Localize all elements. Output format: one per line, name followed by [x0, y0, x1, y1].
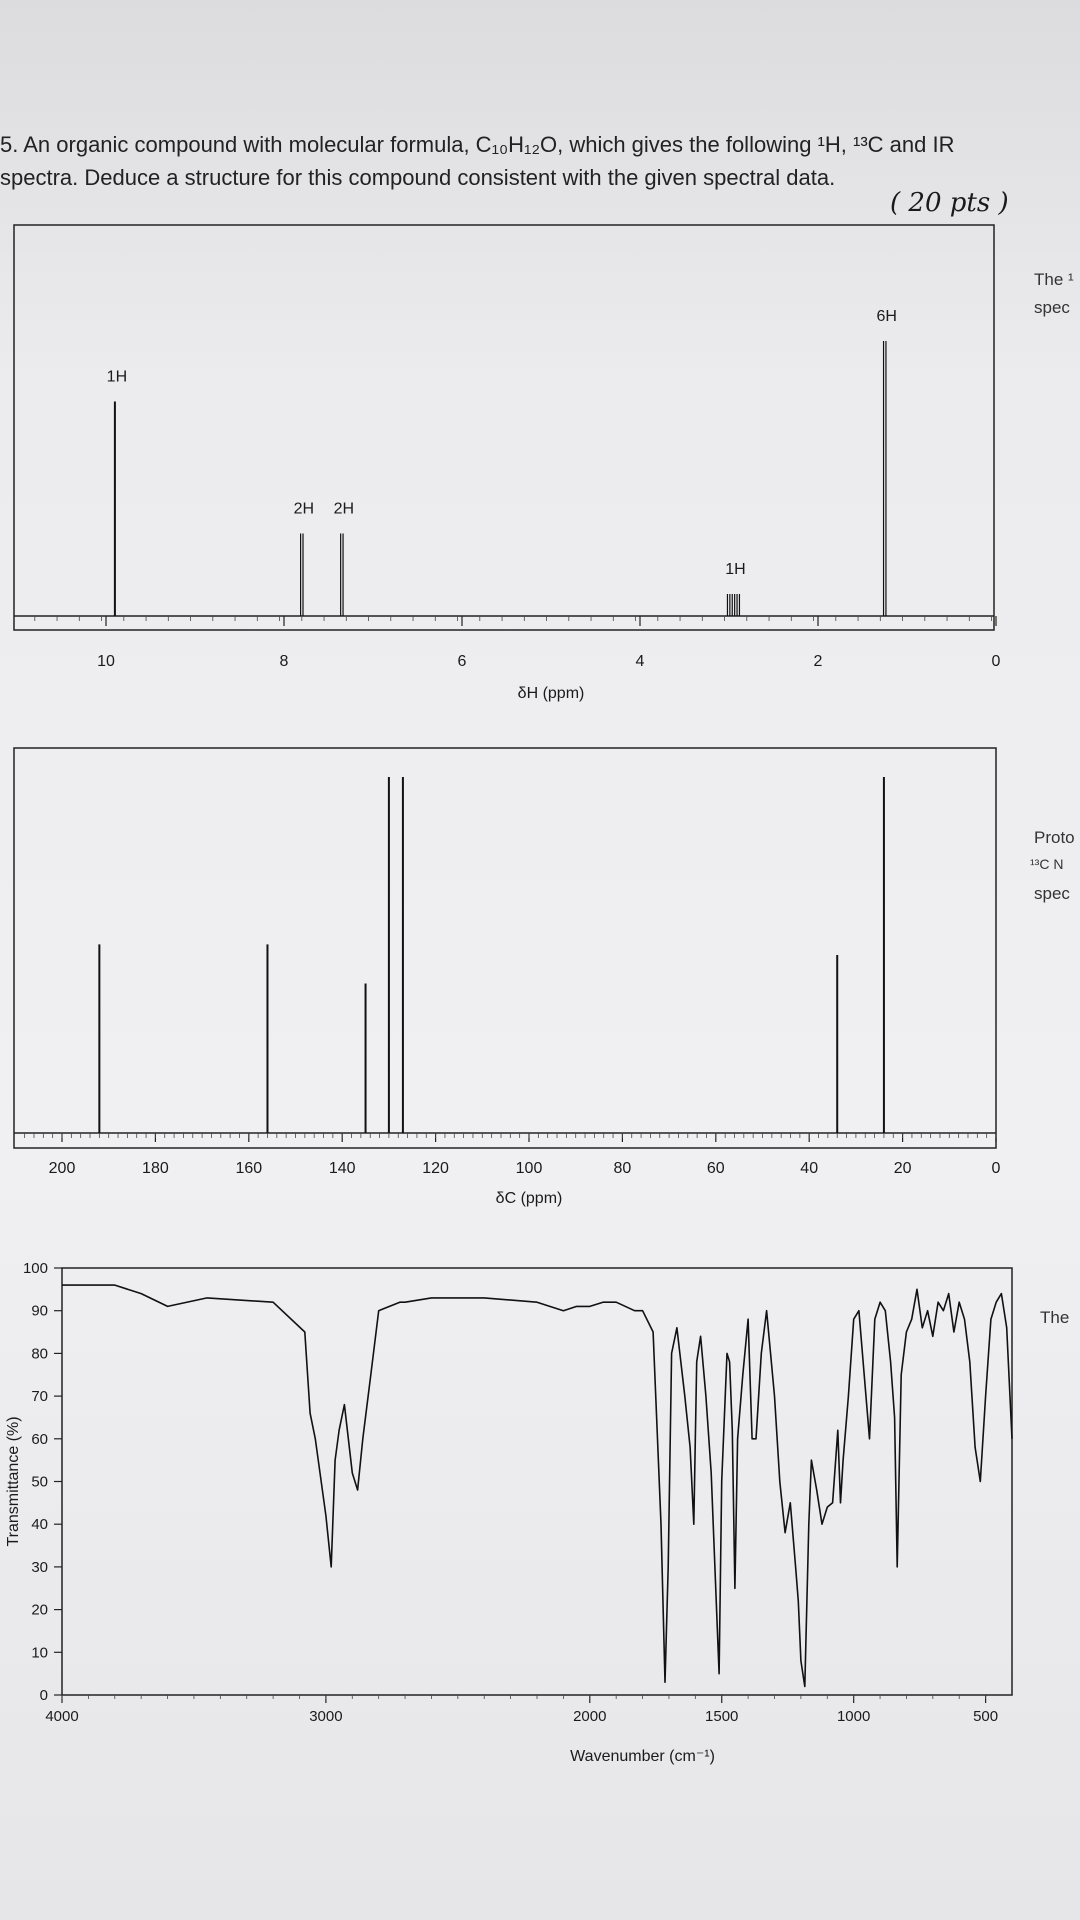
c-nmr-tick-label: 60 — [707, 1160, 725, 1177]
c-nmr-frame — [13, 747, 997, 1149]
question-text: 5. An organic compound with molecular fo… — [0, 128, 1060, 194]
h-nmr-tick-label: 2 — [814, 653, 823, 670]
h-nmr-tick-label: 8 — [280, 653, 289, 670]
c-nmr-tick-label: 200 — [49, 1160, 76, 1177]
ir-y-tick-label: 70 — [31, 1388, 48, 1405]
h-nmr-tick-label: 4 — [636, 653, 645, 670]
ir-y-tick-label: 60 — [31, 1431, 48, 1448]
c-nmr-tick-label: 0 — [992, 1160, 1001, 1177]
ir-spectrum-line — [62, 1284, 1013, 1688]
ir-y-tick-label: 10 — [31, 1644, 48, 1661]
ir-x-tick-label: 4000 — [45, 1708, 78, 1725]
side-note-c2: ¹³C N — [1030, 856, 1064, 872]
h-nmr-tick-label: 10 — [97, 653, 115, 670]
c-nmr-tick-label: 40 — [800, 1160, 818, 1177]
c-nmr-x-label: δC (ppm) — [496, 1190, 563, 1207]
ir-x-label: Wavenumber (cm⁻¹) — [570, 1748, 715, 1765]
h-nmr-peak-label: 1H — [107, 369, 127, 386]
h-nmr-peak-label: 2H — [334, 501, 354, 518]
side-note-c1: Proto — [1034, 828, 1075, 847]
c-nmr-tick-label: 160 — [235, 1160, 262, 1177]
side-note-ir: The — [1040, 1308, 1070, 1327]
ir-x-tick-label: 1500 — [705, 1708, 738, 1725]
side-note-c3: spec — [1034, 884, 1070, 903]
ir-y-tick-label: 40 — [31, 1516, 48, 1533]
ir-x-tick-label: 1000 — [837, 1708, 870, 1725]
c-nmr-tick-label: 100 — [516, 1160, 543, 1177]
points-annotation: ( 20 pts ) — [890, 188, 1009, 218]
ir-y-tick-label: 50 — [31, 1474, 48, 1491]
ir-y-tick-label: 90 — [31, 1303, 48, 1320]
h-nmr-tick-label: 0 — [992, 653, 1001, 670]
ir-x-tick-label: 3000 — [309, 1708, 342, 1725]
question-line-2: spectra. Deduce a structure for this com… — [0, 165, 836, 190]
ir-y-tick-label: 20 — [31, 1602, 48, 1619]
c-nmr-tick-label: 140 — [329, 1160, 356, 1177]
ir-y-tick-label: 30 — [31, 1559, 48, 1576]
ir-y-tick-label: 80 — [31, 1345, 48, 1362]
c-nmr-tick-label: 80 — [614, 1160, 632, 1177]
c-nmr-tick-label: 120 — [422, 1160, 449, 1177]
side-note-h2: spec — [1034, 298, 1070, 317]
h-nmr-peak-label: 1H — [725, 561, 745, 578]
h-nmr-peak-label: 2H — [294, 501, 314, 518]
h-nmr-frame — [13, 224, 995, 631]
ir-x-tick-label: 500 — [973, 1708, 998, 1725]
ir-y-label: Transmittance (%) — [5, 1416, 22, 1546]
ir-x-tick-label: 2000 — [573, 1708, 606, 1725]
h-nmr-tick-label: 6 — [458, 653, 467, 670]
h-nmr-x-label: δH (ppm) — [518, 685, 585, 702]
c-nmr-tick-label: 20 — [894, 1160, 912, 1177]
ir-y-tick-label: 100 — [23, 1260, 48, 1277]
h-nmr-peak-label: 6H — [877, 308, 897, 325]
c-nmr-tick-label: 180 — [142, 1160, 169, 1177]
ir-frame — [61, 1267, 1013, 1696]
side-note-h1: The ¹ — [1034, 270, 1074, 289]
ir-y-tick-label: 0 — [40, 1687, 48, 1704]
question-line-1: 5. An organic compound with molecular fo… — [0, 132, 955, 157]
